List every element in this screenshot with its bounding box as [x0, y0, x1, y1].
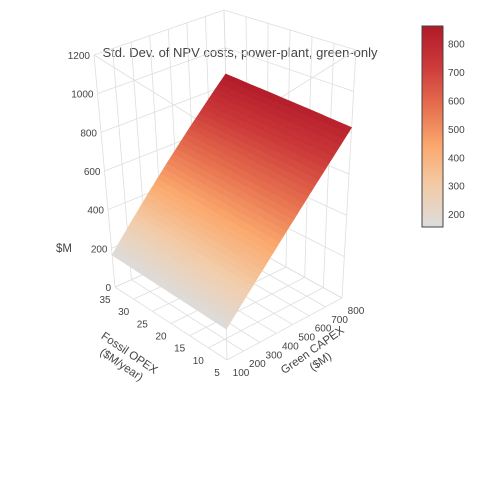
- colorbar-tick-label: 200: [448, 210, 465, 221]
- y-tick-label: 20: [155, 332, 167, 343]
- grid-line-y-floor: [226, 297, 343, 361]
- y-tick-label: 30: [118, 307, 130, 318]
- colorbar-gradient: [421, 25, 444, 228]
- grid-line-z-back-wall: [100, 84, 227, 133]
- grid-line-z-back-wall: [93, 9, 225, 56]
- x-tick-label: 800: [348, 306, 365, 317]
- z-axis-title: $M: [56, 243, 72, 255]
- z-tick-label: 1000: [71, 90, 94, 101]
- colorbar-ticks: 200 300 400 500 600 700 800: [448, 40, 465, 222]
- y-tick-label: 15: [174, 344, 186, 355]
- grid-line-z-back-wall: [97, 47, 226, 95]
- x-tick-label: 100: [233, 368, 250, 379]
- grid-line-z-right-wall: [223, 9, 357, 51]
- x-tick-label: 300: [266, 350, 283, 361]
- colorbar: 200 300 400 500 600 700 800: [421, 25, 465, 228]
- grid-line-z-right-wall: [224, 47, 354, 92]
- colorbar-tick-label: 800: [448, 40, 465, 51]
- x-tick-label: 200: [249, 359, 266, 370]
- y-tick-label: 10: [193, 356, 205, 367]
- x-tick-label: 400: [282, 341, 299, 352]
- y-tick-label: 35: [99, 295, 111, 306]
- x-tick-label: 700: [331, 315, 348, 326]
- grid-line-y-floor: [208, 287, 324, 349]
- z-tick-label: 200: [91, 244, 108, 255]
- x-tick-label: 600: [315, 324, 332, 335]
- surface-cell: [220, 319, 230, 330]
- z-tick-label: 800: [80, 128, 97, 139]
- z-tick-label: 1200: [68, 51, 91, 62]
- x-tick-label: 500: [298, 333, 315, 344]
- z-tick-label: 400: [87, 206, 104, 217]
- grid-line-y-floor: [189, 276, 305, 337]
- z-tick-label: 0: [105, 283, 111, 294]
- colorbar-tick-label: 400: [448, 153, 465, 164]
- z-tick-label: 600: [84, 167, 101, 178]
- colorbar-tick-label: 500: [448, 125, 465, 136]
- y-tick-label: 25: [137, 319, 149, 330]
- colorbar-tick-label: 700: [448, 68, 465, 79]
- colorbar-tick-label: 300: [448, 182, 465, 193]
- y-axis-title: Fossil OPEX ($M/year): [97, 330, 159, 384]
- colorbar-tick-label: 600: [448, 96, 465, 107]
- y-tick-label: 5: [214, 368, 220, 379]
- surface-plot: [111, 73, 353, 330]
